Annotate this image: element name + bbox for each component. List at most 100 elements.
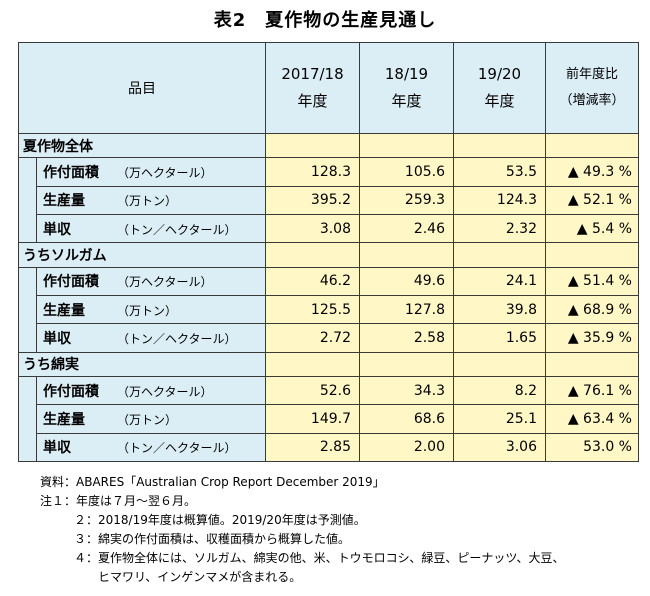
- value-2018: 105.6: [359, 157, 454, 187]
- table-row: 作付面積 （万ヘクタール） 46.2 49.6 24.1 ▲ 51.4 %: [18, 266, 639, 353]
- ratio-value: ▲ 35.9 %: [545, 323, 639, 353]
- group-cell: [265, 242, 360, 268]
- table-row: 作付面積 （万ヘクタール） 128.3 105.6 53.5 ▲ 49.3 %: [18, 157, 639, 244]
- note-source: 資料：ABARES「Australian Crop Report Decembe…: [40, 475, 385, 489]
- indent-cell: [18, 375, 37, 463]
- value-2019: 25.1: [453, 404, 546, 434]
- table-row: 生産量 （万トン） 395.2 259.3 124.3 ▲ 52.1 %: [19, 185, 639, 216]
- group-cell: [359, 242, 454, 268]
- group-cell: [453, 351, 546, 377]
- note-4: ４：夏作物全体には、ソルガム、綿実の他、米、トウモロコシ、緑豆、ピーナッツ、大豆…: [74, 551, 565, 565]
- value-2018: 259.3: [359, 185, 454, 216]
- group-cell: [545, 242, 639, 268]
- ratio-value: ▲ 76.1 %: [545, 375, 639, 406]
- header-year-2018: 18/19 年度: [359, 41, 454, 135]
- row-label: 作付面積: [43, 165, 99, 182]
- value-2017: 2.72: [265, 323, 360, 353]
- note-3: ３：綿実の作付面積は、収穫面積から概算した値。: [74, 532, 351, 546]
- row-unit: （トン／ヘクタール）: [117, 441, 237, 456]
- value-2017: 52.6: [265, 375, 360, 406]
- ratio-sub: （増減率）: [559, 93, 625, 109]
- group-name: 夏作物全体: [18, 133, 266, 159]
- year-suffix: 年度: [391, 92, 422, 111]
- row-unit: （万ヘクタール）: [117, 166, 213, 181]
- value-2019: 1.65: [453, 323, 546, 353]
- note-2: ２：2018/19年度は概算値。2019/20年度は予測値。: [74, 513, 366, 527]
- row-label: 生産量: [43, 411, 85, 428]
- ratio-value: 53.0 %: [545, 432, 639, 463]
- row-unit: （トン／ヘクタール）: [117, 331, 237, 346]
- row-unit: （万ヘクタール）: [117, 384, 213, 399]
- value-2018: 2.46: [359, 214, 454, 244]
- value-2018: 2.58: [359, 323, 454, 353]
- row-unit: （万トン）: [117, 194, 178, 209]
- table-row: 単収 （トン／ヘクタール） 2.72 2.58 1.65 ▲ 35.9 %: [19, 323, 639, 353]
- row-label-cell: 単収 （トン／ヘクタール）: [36, 432, 266, 463]
- row-unit: （万トン）: [117, 412, 178, 427]
- group-cell: [453, 133, 546, 159]
- note-1: 注１：年度は７月～翌６月。: [40, 494, 197, 508]
- value-2018: 127.8: [359, 294, 454, 325]
- row-label-cell: 作付面積 （万ヘクタール）: [36, 157, 266, 187]
- value-2019: 39.8: [453, 294, 546, 325]
- value-2018: 34.3: [359, 375, 454, 406]
- group-row: うち綿実: [18, 351, 639, 377]
- row-label-cell: 生産量 （万トン）: [36, 185, 266, 216]
- ratio-value: ▲ 68.9 %: [545, 294, 639, 325]
- page-title: 表2 夏作物の生産見通し: [213, 10, 437, 31]
- ratio-value: ▲ 5.4 %: [545, 214, 639, 244]
- note-4-cont: ヒマワリ、インゲンマメが含まれる。: [98, 570, 302, 584]
- header-year-2017: 2017/18 年度: [265, 41, 360, 135]
- table-body: 夏作物全体作付面積 （万ヘクタール） 128.3 105.6 53.5 ▲ 49.3 % 生…: [18, 133, 639, 463]
- group-row: うちソルガム: [18, 242, 639, 268]
- value-2017: 46.2: [265, 266, 360, 296]
- indent-cell: [18, 266, 37, 353]
- group-cell: [545, 351, 639, 377]
- year-label: 19/20: [477, 65, 522, 84]
- value-2017: 3.08: [265, 214, 360, 244]
- year-label: 18/19: [384, 65, 429, 84]
- value-2017: 2.85: [265, 432, 360, 463]
- row-label-cell: 単収 （トン／ヘクタール）: [36, 323, 266, 353]
- row-label-cell: 作付面積 （万ヘクタール）: [36, 266, 266, 296]
- row-label: 単収: [43, 330, 71, 347]
- value-2017: 395.2: [265, 185, 360, 216]
- row-unit: （トン／ヘクタール）: [117, 222, 237, 237]
- table-row: 生産量 （万トン） 125.5 127.8 39.8 ▲ 68.9 %: [19, 294, 639, 325]
- group-cell: [453, 242, 546, 268]
- value-2019: 124.3: [453, 185, 546, 216]
- value-2017: 128.3: [265, 157, 360, 187]
- value-2019: 24.1: [453, 266, 546, 296]
- value-2018: 49.6: [359, 266, 454, 296]
- table-row: 作付面積 （万ヘクタール） 52.6 34.3 8.2 ▲ 76.1 %: [18, 375, 639, 463]
- row-label: 単収: [43, 440, 71, 457]
- table-row: 単収 （トン／ヘクタール） 2.85 2.00 3.06 53.0 %: [19, 432, 639, 463]
- row-label: 生産量: [43, 193, 85, 210]
- value-2018: 68.6: [359, 404, 454, 434]
- value-2019: 8.2: [453, 375, 546, 406]
- value-2018: 2.00: [359, 432, 454, 463]
- value-2017: 149.7: [265, 404, 360, 434]
- group-cell: [359, 351, 454, 377]
- ratio-label: 前年度比: [565, 67, 618, 83]
- row-label-cell: 生産量 （万トン）: [36, 294, 266, 325]
- row-label-cell: 生産量 （万トン）: [36, 404, 266, 434]
- ratio-value: ▲ 52.1 %: [545, 185, 639, 216]
- value-2019: 3.06: [453, 432, 546, 463]
- ratio-value: ▲ 49.3 %: [545, 157, 639, 187]
- header-row: 品目 2017/18 年度 18/19 年度 19/20 年度 前年度比 （増減…: [18, 41, 639, 135]
- value-2017: 125.5: [265, 294, 360, 325]
- ratio-value: ▲ 51.4 %: [545, 266, 639, 296]
- table-row: 生産量 （万トン） 149.7 68.6 25.1 ▲ 63.4 %: [19, 404, 639, 434]
- ratio-value: ▲ 63.4 %: [545, 404, 639, 434]
- header-ratio: 前年度比 （増減率）: [545, 41, 639, 135]
- indent-cell: [18, 157, 37, 244]
- group-cell: [545, 133, 639, 159]
- row-label: 単収: [43, 221, 71, 238]
- row-unit: （万ヘクタール）: [117, 275, 213, 290]
- header-year-2019: 19/20 年度: [453, 41, 546, 135]
- crop-table: 品目 2017/18 年度 18/19 年度 19/20 年度 前年度比 （増減…: [18, 41, 639, 463]
- year-suffix: 年度: [484, 92, 515, 111]
- value-2019: 53.5: [453, 157, 546, 187]
- value-2019: 2.32: [453, 214, 546, 244]
